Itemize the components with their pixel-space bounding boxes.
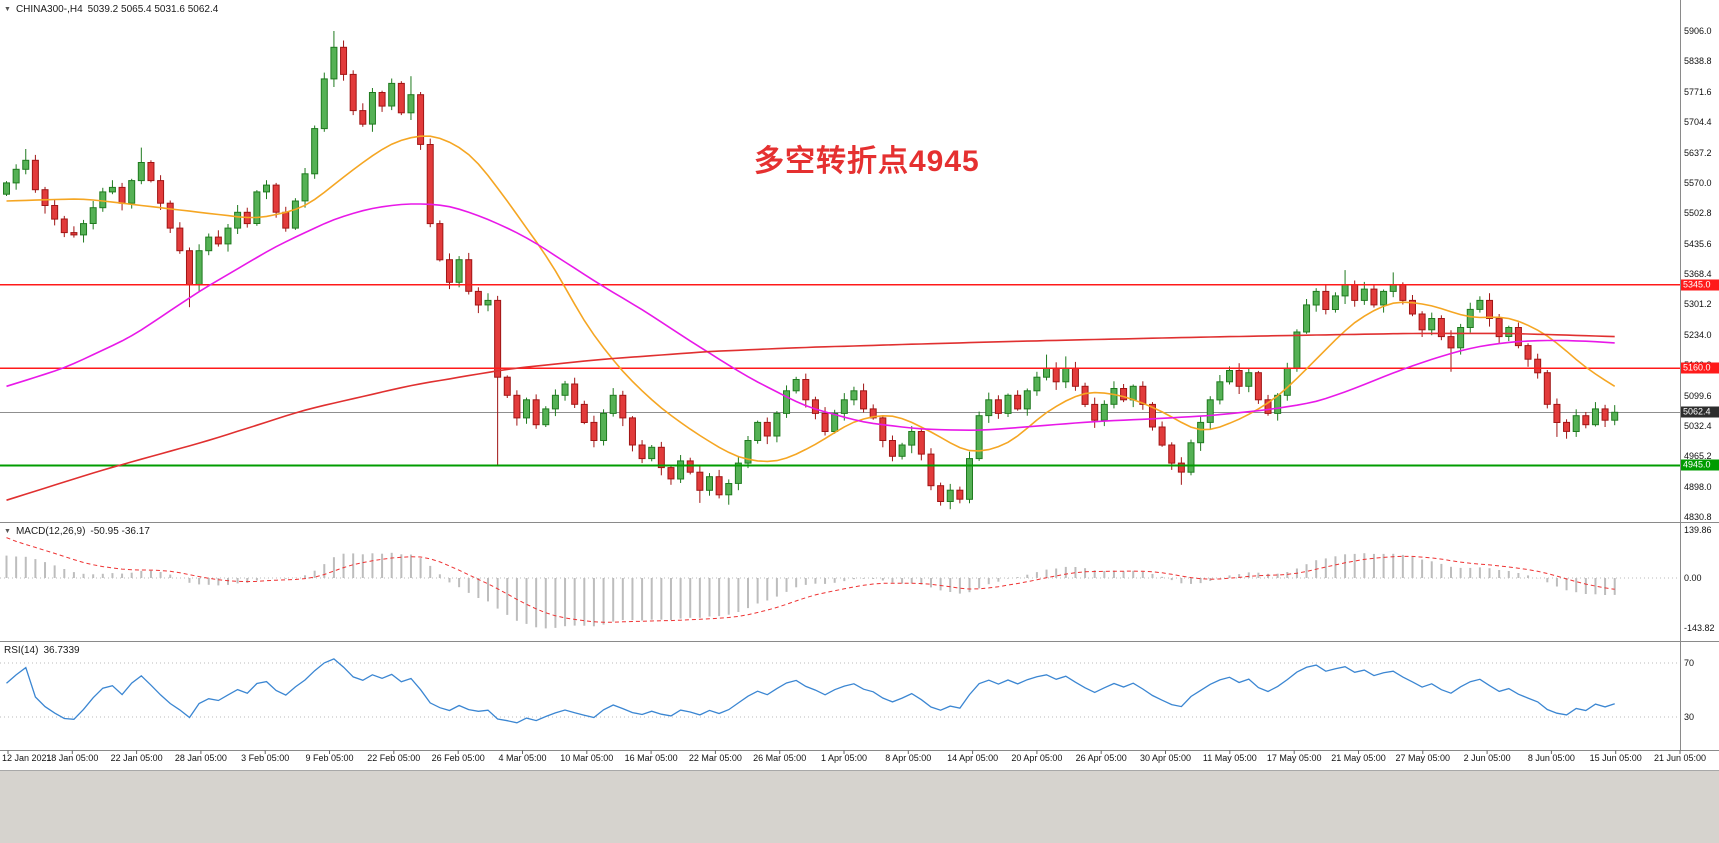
time-label: 3 Feb 05:00 (241, 753, 290, 763)
time-label: 26 Apr 05:00 (1075, 753, 1127, 763)
price-tick: 4830.8 (1684, 512, 1712, 522)
time-label: 2 Jun 05:00 (1463, 753, 1511, 763)
time-label: 8 Jun 05:00 (1527, 753, 1575, 763)
macd-axis-label: 139.86 (1684, 524, 1712, 535)
time-label: 8 Apr 05:00 (885, 753, 932, 763)
time-label: 22 Feb 05:00 (367, 753, 421, 763)
price-tick: 5906.0 (1684, 26, 1712, 36)
price-tick: 5637.2 (1684, 147, 1712, 158)
macd-axis-label: -143.82 (1684, 622, 1715, 633)
macd-name-label: MACD(12,26,9) (15, 526, 86, 537)
ma-slow-red (6, 332, 1615, 501)
rsi-axis-label: 30 (1684, 712, 1695, 722)
price-tick: 5704.4 (1684, 117, 1712, 128)
time-label: 17 May 05:00 (1266, 753, 1322, 763)
symbol-timeframe-label: CHINA300-,H4 (15, 4, 83, 15)
price-level-badge: 5345.0 (1681, 279, 1719, 291)
time-label: 30 Apr 05:00 (1139, 753, 1192, 763)
price-tick: 5570.0 (1684, 177, 1712, 188)
chart-marker-icon: ▼ (4, 5, 11, 13)
time-label: 22 Mar 05:00 (688, 753, 742, 763)
time-label: 9 Feb 05:00 (305, 753, 354, 763)
time-label: 20 Apr 05:00 (1011, 753, 1063, 763)
time-label: 26 Mar 05:00 (753, 753, 807, 763)
time-label: 18 Jan 05:00 (46, 753, 99, 763)
price-tick: 5032.4 (1684, 420, 1712, 431)
price-tick: 5502.8 (1684, 208, 1712, 219)
price-tick: 5234.0 (1684, 329, 1712, 340)
ma-mid-magenta (6, 203, 1615, 432)
time-label: 16 Mar 05:00 (624, 753, 678, 763)
price-tick: 4898.0 (1684, 481, 1712, 492)
time-label: 21 Jun 05:00 (1653, 753, 1707, 763)
price-level-badge: 5160.0 (1681, 362, 1719, 374)
price-level-badge: 4945.0 (1681, 459, 1719, 471)
time-label: 12 Jan 2021 (2, 753, 52, 763)
symbol-header: ▼ CHINA300-,H4 5039.2 5065.4 5031.6 5062… (4, 4, 218, 15)
price-tick: 5099.6 (1684, 390, 1712, 401)
macd-indicator-label: ▼ MACD(12,26,9) -50.95 -36.17 (4, 526, 150, 537)
time-label: 11 May 05:00 (1202, 753, 1257, 763)
macd-axis-label: 0.00 (1684, 573, 1702, 583)
current-price-badge: 5062.4 (1681, 406, 1719, 418)
time-label: 26 Feb 05:00 (431, 753, 485, 763)
price-tick: 5838.8 (1684, 56, 1712, 67)
price-tick: 5435.6 (1684, 238, 1712, 249)
price-tick: 5771.6 (1684, 86, 1712, 97)
ma-fast-orange (6, 135, 1616, 463)
time-label: 22 Jan 05:00 (110, 753, 163, 763)
price-scale[interactable] (1681, 0, 1719, 750)
rsi-name-label: RSI(14) (4, 645, 39, 656)
time-label: 21 May 05:00 (1331, 753, 1386, 763)
window-bottom-area (0, 770, 1719, 843)
time-label: 27 May 05:00 (1395, 753, 1451, 763)
rsi-value-label: 36.7339 (43, 645, 80, 656)
chart-annotation[interactable]: 多空转折点4945 (754, 145, 980, 178)
rsi-axis-label: 70 (1684, 658, 1695, 668)
time-label: 28 Jan 05:00 (174, 753, 227, 763)
price-tick: 4965.2 (1684, 451, 1712, 462)
price-tick: 5368.4 (1684, 269, 1712, 279)
price-tick: 5301.2 (1684, 299, 1712, 310)
time-label: 14 Apr 05:00 (947, 753, 999, 763)
time-label: 1 Apr 05:00 (820, 753, 868, 763)
time-label: 10 Mar 05:00 (560, 753, 614, 763)
rsi-indicator-label: RSI(14) 36.7339 (4, 645, 80, 656)
indicator-marker-icon: ▼ (4, 527, 11, 535)
ohlc-values-label: 5039.2 5065.4 5031.6 5062.4 (87, 4, 219, 15)
time-label: 15 Jun 05:00 (1589, 753, 1642, 763)
macd-values-label: -50.95 -36.17 (90, 526, 150, 537)
time-label: 4 Mar 05:00 (498, 753, 547, 763)
